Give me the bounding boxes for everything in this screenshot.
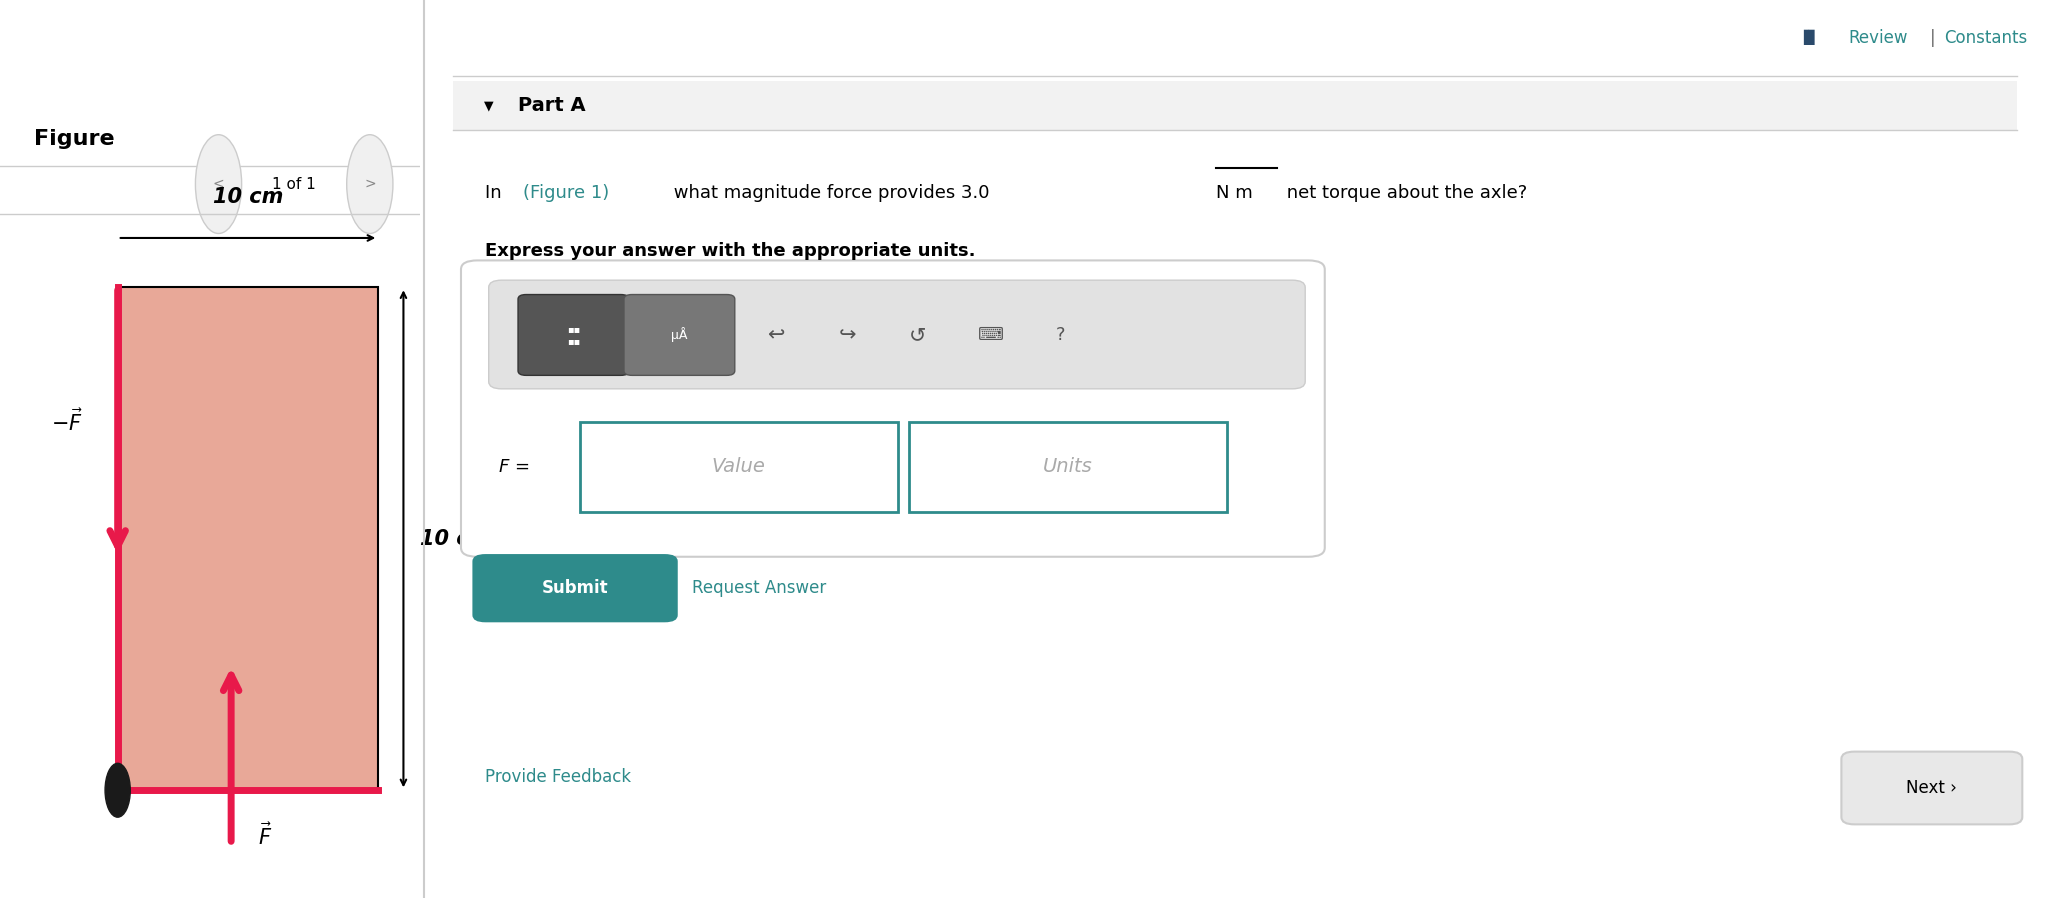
- Text: μÅ: μÅ: [670, 328, 687, 342]
- Text: Provide Feedback: Provide Feedback: [486, 768, 631, 786]
- Text: $-\vec{F}$: $-\vec{F}$: [51, 409, 84, 436]
- Text: 10 cm: 10 cm: [420, 529, 490, 549]
- Text: >: >: [365, 177, 375, 191]
- Circle shape: [105, 763, 131, 817]
- Text: ↺: ↺: [908, 325, 927, 345]
- Bar: [453, 81, 2017, 130]
- Text: what magnitude force provides 3.0: what magnitude force provides 3.0: [668, 184, 994, 202]
- Text: ↩: ↩: [767, 325, 785, 345]
- FancyBboxPatch shape: [472, 554, 679, 622]
- Text: 10 cm: 10 cm: [213, 187, 283, 207]
- Text: Express your answer with the appropriate units.: Express your answer with the appropriate…: [486, 242, 976, 260]
- Text: Figure: Figure: [33, 129, 115, 149]
- Text: 1 of 1: 1 of 1: [273, 177, 316, 191]
- Text: Submit: Submit: [541, 579, 609, 597]
- Text: |: |: [1929, 29, 1935, 47]
- Bar: [580, 422, 898, 512]
- Circle shape: [346, 135, 394, 233]
- FancyBboxPatch shape: [1841, 752, 2021, 824]
- Text: N m: N m: [1216, 184, 1253, 202]
- Text: Value: Value: [711, 457, 765, 477]
- FancyBboxPatch shape: [623, 295, 734, 375]
- Text: (Figure 1): (Figure 1): [523, 184, 609, 202]
- Text: Next ›: Next ›: [1906, 779, 1956, 797]
- Text: net torque about the axle?: net torque about the axle?: [1281, 184, 1527, 202]
- FancyBboxPatch shape: [488, 280, 1306, 389]
- Text: ▼: ▼: [484, 100, 494, 112]
- FancyBboxPatch shape: [461, 260, 1324, 557]
- Text: ↪: ↪: [838, 325, 857, 345]
- Text: Review: Review: [1847, 29, 1906, 47]
- Text: ▐▌: ▐▌: [1798, 30, 1820, 46]
- Bar: [908, 422, 1228, 512]
- Text: In: In: [486, 184, 508, 202]
- Text: Units: Units: [1041, 457, 1093, 477]
- Text: ⌨: ⌨: [978, 326, 1004, 344]
- Bar: [117, 287, 377, 790]
- Circle shape: [195, 135, 242, 233]
- Text: Part A: Part A: [519, 96, 586, 116]
- Text: ?: ?: [1056, 326, 1066, 344]
- Text: $\vec{F}$: $\vec{F}$: [258, 822, 273, 849]
- Text: Constants: Constants: [1943, 29, 2027, 47]
- FancyBboxPatch shape: [519, 295, 629, 375]
- Text: ▪▪
▪▪: ▪▪ ▪▪: [566, 324, 580, 346]
- Text: $F$ =: $F$ =: [498, 458, 529, 476]
- Text: Request Answer: Request Answer: [693, 579, 826, 597]
- Text: <: <: [213, 177, 223, 191]
